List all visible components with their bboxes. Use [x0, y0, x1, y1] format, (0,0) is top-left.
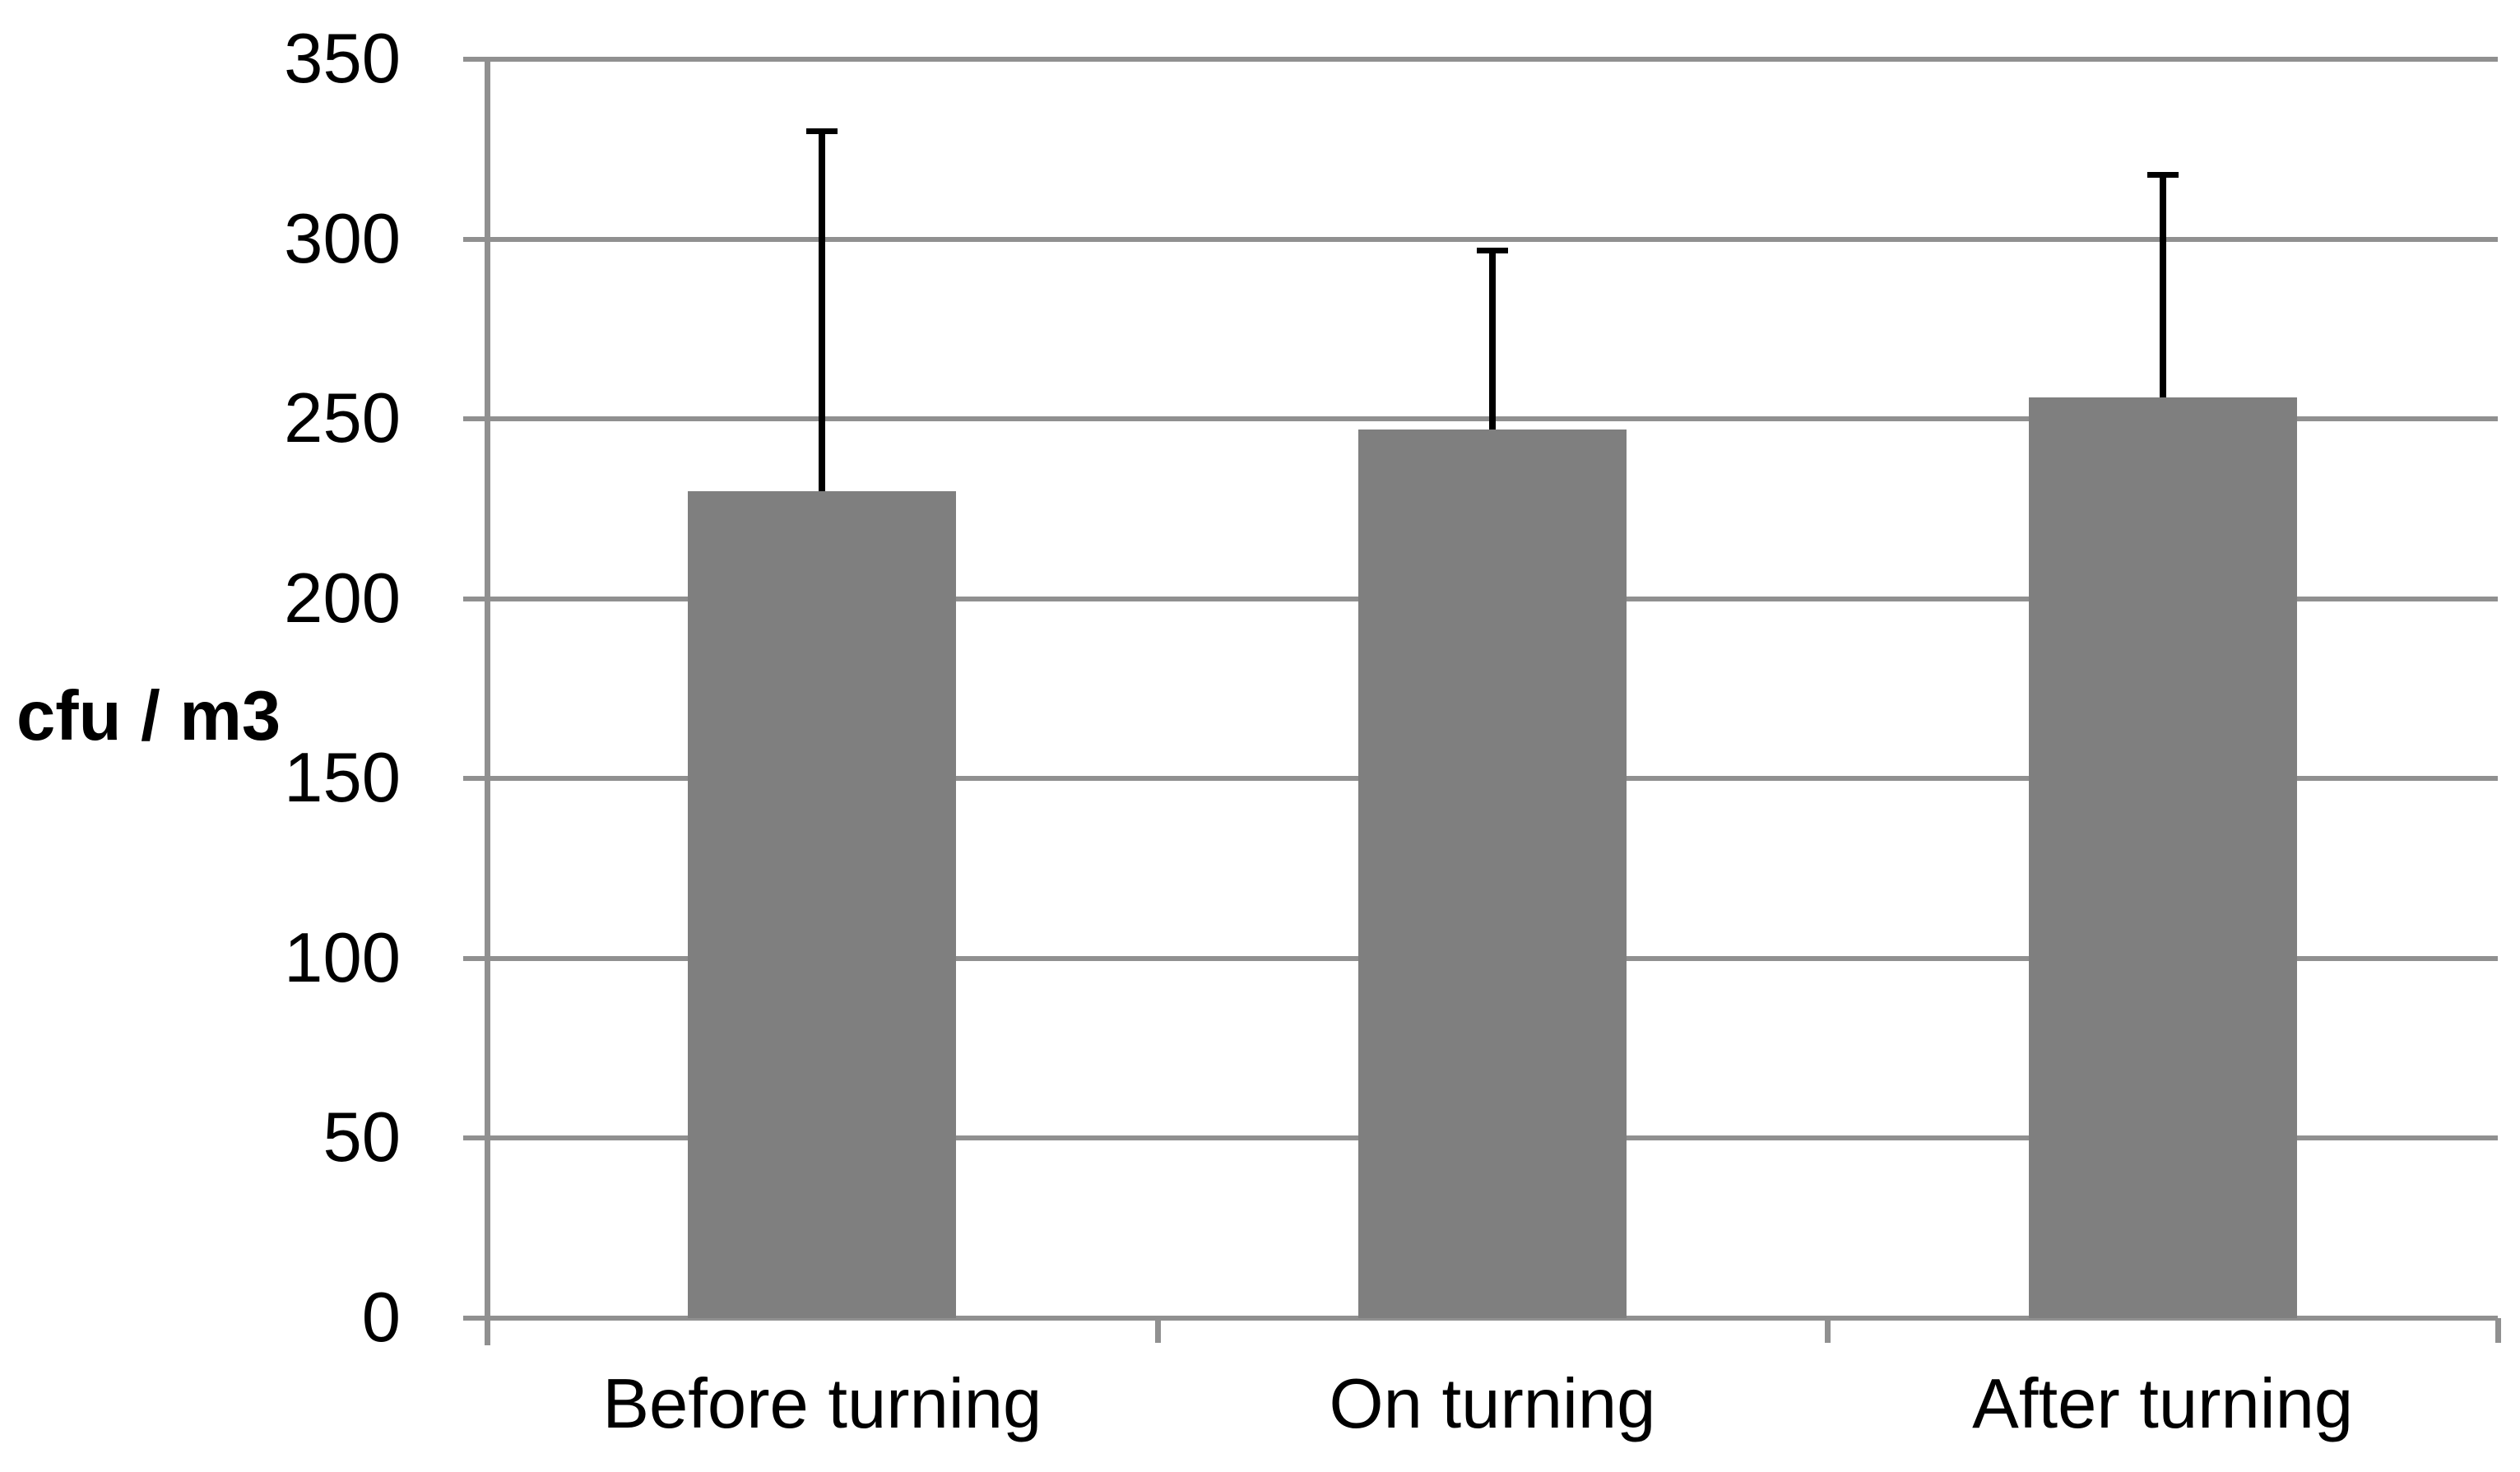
plot-area	[463, 57, 2501, 1345]
gridline-350	[463, 57, 2498, 62]
x-axis-tick	[1154, 1318, 1161, 1343]
x-axis-tick	[1825, 1318, 1831, 1343]
error-bar-cap-before-turning	[806, 128, 838, 135]
y-tick-label: 50	[323, 1098, 401, 1177]
error-bar-line-before-turning	[819, 131, 826, 491]
y-tick-label: 0	[361, 1279, 401, 1357]
y-tick-label: 100	[284, 918, 401, 997]
x-axis-tick	[2495, 1318, 2501, 1343]
x-axis-tick	[485, 1318, 490, 1343]
gridline-250	[463, 416, 2498, 422]
x-category-label-after-turning: After turning	[1972, 1365, 2354, 1443]
y-tick-label: 250	[284, 379, 401, 458]
bar-on-turning	[1358, 430, 1627, 1318]
x-category-label-before-turning: Before turning	[602, 1365, 1042, 1443]
y-tick-label: 150	[284, 739, 401, 818]
y-tick-label: 200	[284, 559, 401, 638]
y-tick-label: 350	[284, 20, 401, 98]
gridline-0	[463, 1316, 2498, 1321]
y-axis-line	[485, 57, 490, 1345]
error-bar-line-on-turning	[1489, 249, 1496, 430]
error-bar-cap-on-turning	[1477, 247, 1508, 253]
gridline-300	[463, 236, 2498, 242]
y-axis-title: cfu / m3	[16, 677, 281, 755]
y-tick-label: 300	[284, 199, 401, 278]
bar-before-turning	[688, 490, 957, 1318]
error-bar-line-after-turning	[2159, 174, 2166, 397]
bar-after-turning	[2028, 397, 2297, 1318]
x-category-label-on-turning: On turning	[1329, 1365, 1656, 1443]
error-bar-cap-after-turning	[2146, 171, 2179, 178]
